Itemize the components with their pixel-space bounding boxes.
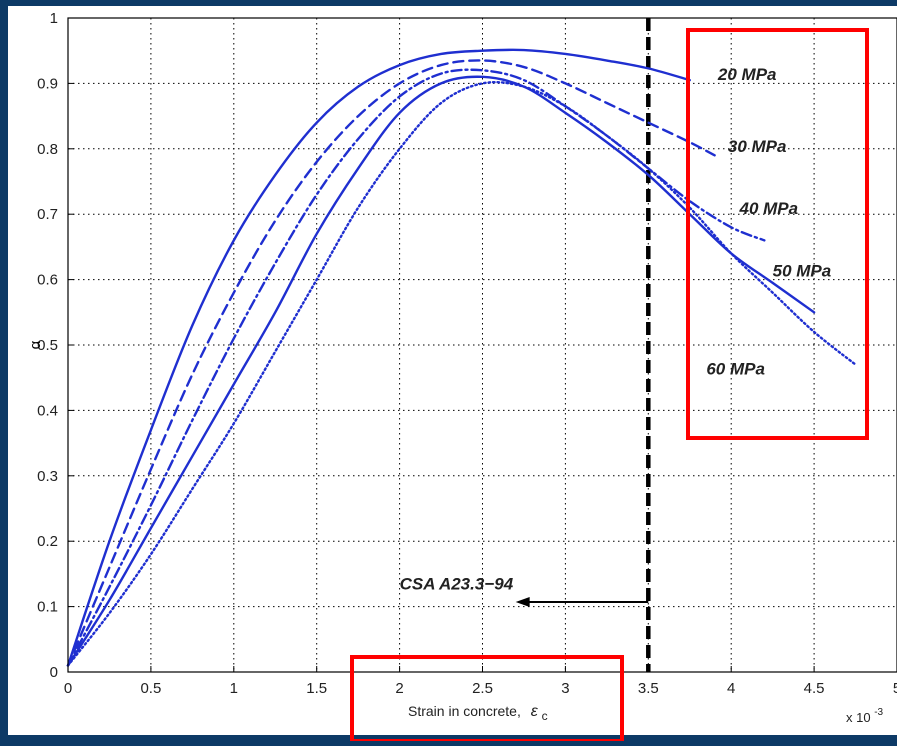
series-curve-1	[66, 48, 691, 667]
highlight-box-legend	[686, 28, 869, 440]
series-label-2: 30 MPa	[728, 137, 787, 156]
x-tick-label: 1	[230, 680, 238, 697]
x-axis-multiplier-exponent: -3	[874, 707, 883, 718]
x-axis-label: Strain in concrete, ε c	[408, 703, 548, 723]
series-label-4: 50 MPa	[773, 261, 832, 280]
series-label-5: 60 MPa	[706, 359, 765, 378]
reference-line-group: CSA A23.3−94	[400, 18, 651, 672]
x-tick-label: 1.5	[306, 680, 327, 697]
y-tick-label: 0.8	[37, 141, 58, 158]
series-curves	[66, 48, 857, 667]
reference-line-label: CSA A23.3−94	[400, 575, 514, 594]
y-tick-label: 0.5	[37, 337, 58, 354]
y-tick-label: 0.4	[37, 402, 58, 419]
x-tick-label: 0.5	[140, 680, 161, 697]
y-tick-labels: 0 0.1 0.2 0.3 0.4 0.5 0.6 0.7 0.8 0.9 1	[37, 10, 58, 681]
y-tick-label: 1	[50, 10, 58, 27]
x-axis-label-text: Strain in concrete,	[408, 703, 521, 719]
x-tick-label: 2	[395, 680, 403, 697]
y-tick-label: 0.7	[37, 206, 58, 223]
reference-arrow-head	[515, 597, 530, 608]
x-axis-multiplier: x 10 -3	[846, 707, 884, 725]
y-tick-label: 0.3	[37, 468, 58, 485]
plot-frame	[67, 17, 897, 673]
x-tick-label: 3.5	[638, 680, 659, 697]
y-tick-label: 0.9	[37, 75, 58, 92]
y-tick-label: 0.2	[37, 533, 58, 550]
grid-lines	[67, 17, 897, 673]
x-tick-label: 2.5	[472, 680, 493, 697]
x-tick-label: 3	[561, 680, 569, 697]
series-labels: 20 MPa 30 MPa 40 MPa 50 MPa 60 MPa	[706, 65, 831, 378]
series-label-1: 20 MPa	[717, 65, 777, 84]
x-tick-label: 4	[727, 680, 735, 697]
y-tick-label: 0.1	[37, 599, 58, 616]
series-curve-2	[66, 59, 716, 667]
x-axis-label-symbol: ε	[531, 703, 539, 720]
series-label-3: 40 MPa	[738, 199, 798, 218]
x-tick-label: 4.5	[804, 680, 825, 697]
x-tick-labels: 0 0.5 1 1.5 2 2.5 3 3.5 4 4.5 5	[64, 680, 897, 697]
x-axis-multiplier-base: x 10	[846, 710, 871, 725]
y-axis-label: α	[27, 340, 44, 349]
x-tick-label: 5	[893, 680, 897, 697]
y-tick-label: 0.6	[37, 272, 58, 289]
series-curve-4	[66, 75, 816, 667]
x-tick-label: 0	[64, 680, 72, 697]
series-curve-5	[66, 81, 857, 667]
x-axis-label-subscript: c	[542, 709, 548, 723]
y-tick-label: 0	[50, 664, 58, 681]
